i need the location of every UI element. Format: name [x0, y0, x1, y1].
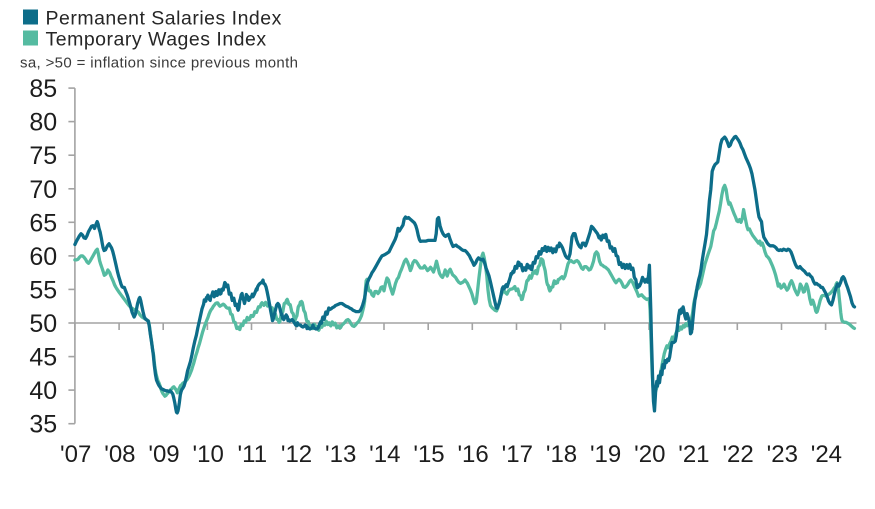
svg-text:'23: '23	[767, 441, 798, 468]
svg-text:'22: '22	[722, 441, 753, 468]
svg-text:'07: '07	[60, 441, 91, 468]
svg-text:60: 60	[29, 243, 57, 271]
svg-text:sa, >50 = inflation since prev: sa, >50 = inflation since previous month	[20, 55, 298, 72]
svg-text:35: 35	[29, 411, 57, 439]
svg-text:'09: '09	[148, 441, 179, 468]
svg-text:80: 80	[29, 109, 57, 137]
svg-text:70: 70	[29, 176, 57, 204]
svg-text:85: 85	[29, 75, 57, 103]
svg-text:'21: '21	[678, 441, 709, 468]
svg-text:'10: '10	[193, 441, 224, 468]
svg-text:'17: '17	[502, 441, 533, 468]
svg-text:'11: '11	[238, 441, 268, 468]
svg-text:45: 45	[29, 344, 57, 372]
svg-text:40: 40	[29, 377, 57, 405]
svg-text:'18: '18	[546, 441, 577, 468]
svg-text:'19: '19	[590, 441, 621, 468]
svg-text:Permanent Salaries Index: Permanent Salaries Index	[46, 8, 282, 30]
svg-text:'12: '12	[281, 441, 312, 468]
svg-text:Temporary Wages Index: Temporary Wages Index	[46, 29, 267, 51]
svg-text:'24: '24	[811, 441, 842, 468]
svg-text:'15: '15	[413, 441, 444, 468]
svg-text:65: 65	[29, 209, 57, 237]
svg-text:'14: '14	[369, 441, 400, 468]
svg-text:'16: '16	[457, 441, 488, 468]
svg-text:50: 50	[29, 310, 57, 338]
svg-text:'08: '08	[104, 441, 135, 468]
svg-text:'13: '13	[325, 441, 356, 468]
svg-text:55: 55	[29, 276, 57, 304]
svg-text:'20: '20	[634, 441, 665, 468]
svg-text:75: 75	[29, 142, 57, 170]
